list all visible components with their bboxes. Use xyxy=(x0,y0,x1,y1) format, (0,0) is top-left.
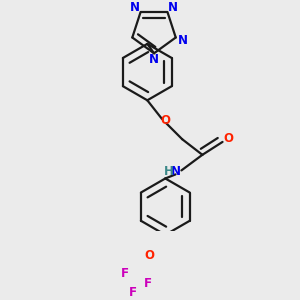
Text: N: N xyxy=(168,1,178,13)
Text: N: N xyxy=(170,165,181,178)
Text: F: F xyxy=(121,267,129,280)
Text: O: O xyxy=(160,114,171,127)
Text: N: N xyxy=(149,53,159,67)
Text: F: F xyxy=(144,277,152,290)
Text: F: F xyxy=(129,286,137,298)
Text: O: O xyxy=(223,132,233,145)
Text: O: O xyxy=(145,249,155,262)
Text: N: N xyxy=(130,1,140,13)
Text: N: N xyxy=(178,34,188,47)
Text: H: H xyxy=(164,165,173,178)
